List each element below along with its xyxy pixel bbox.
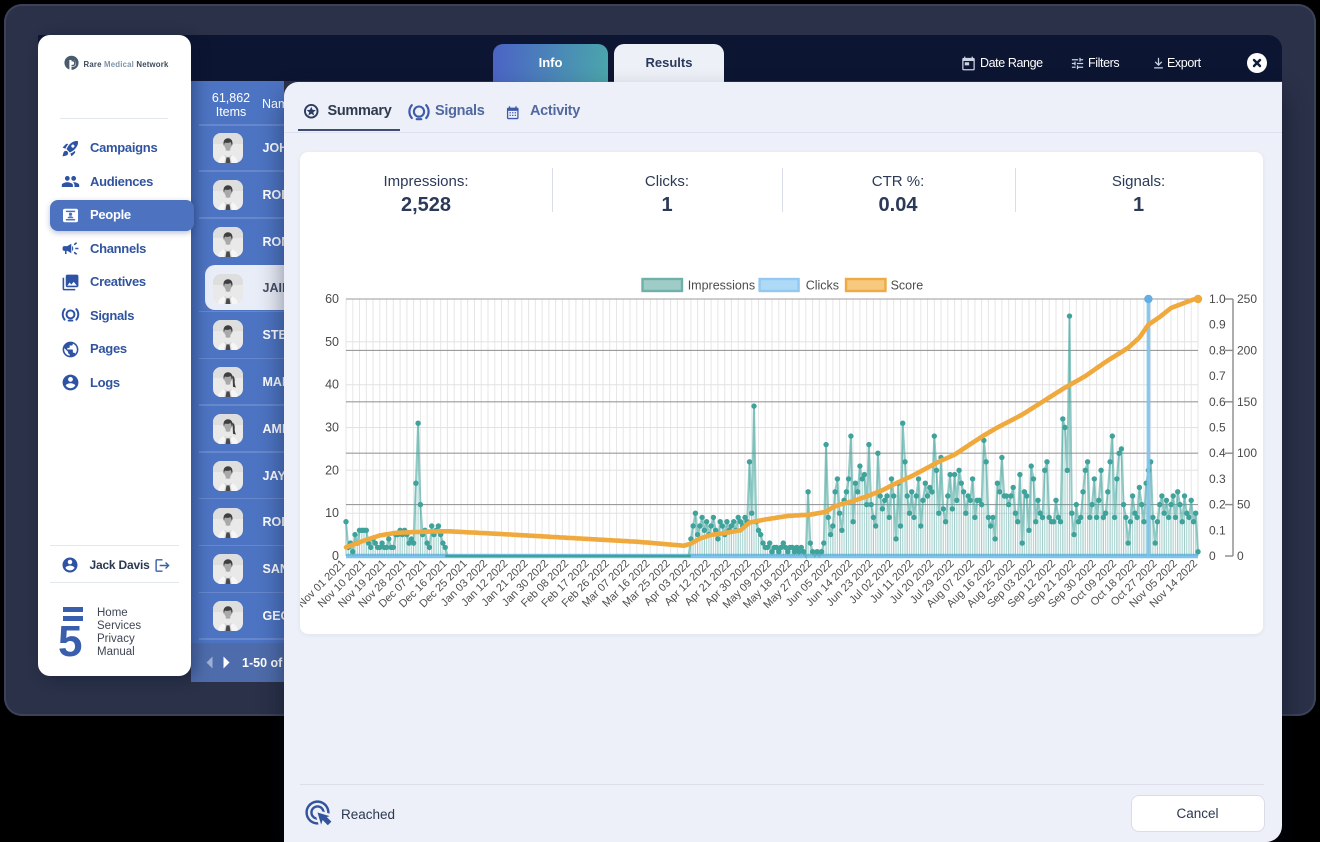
svg-text:0: 0 [1209, 549, 1216, 563]
svg-text:0.6: 0.6 [1209, 395, 1226, 409]
svg-text:150: 150 [1237, 395, 1257, 409]
svg-text:100: 100 [1237, 446, 1257, 460]
svg-text:Score: Score [891, 279, 924, 293]
svg-text:40: 40 [325, 378, 339, 392]
svg-text:200: 200 [1237, 343, 1257, 357]
svg-text:0: 0 [332, 549, 339, 563]
svg-text:1.0: 1.0 [1209, 292, 1226, 306]
svg-text:250: 250 [1237, 292, 1257, 306]
svg-text:Impressions: Impressions [688, 279, 755, 293]
svg-text:0.7: 0.7 [1209, 369, 1226, 383]
svg-text:10: 10 [325, 506, 339, 520]
svg-text:50: 50 [1237, 498, 1251, 512]
svg-text:30: 30 [325, 421, 339, 435]
svg-text:0: 0 [1237, 549, 1244, 563]
svg-text:1-50 of 61,862: 1-50 of 61,862 [242, 656, 284, 670]
svg-text:20: 20 [325, 463, 339, 477]
svg-text:0.9: 0.9 [1209, 318, 1226, 332]
svg-text:60: 60 [325, 292, 339, 306]
svg-text:0.2: 0.2 [1209, 498, 1226, 512]
svg-text:0.5: 0.5 [1209, 421, 1226, 435]
svg-text:0.4: 0.4 [1209, 446, 1226, 460]
svg-text:0.1: 0.1 [1209, 523, 1226, 537]
svg-text:Clicks: Clicks [806, 279, 839, 293]
svg-text:50: 50 [325, 335, 339, 349]
svg-text:0.3: 0.3 [1209, 472, 1226, 486]
svg-text:0.8: 0.8 [1209, 343, 1226, 357]
